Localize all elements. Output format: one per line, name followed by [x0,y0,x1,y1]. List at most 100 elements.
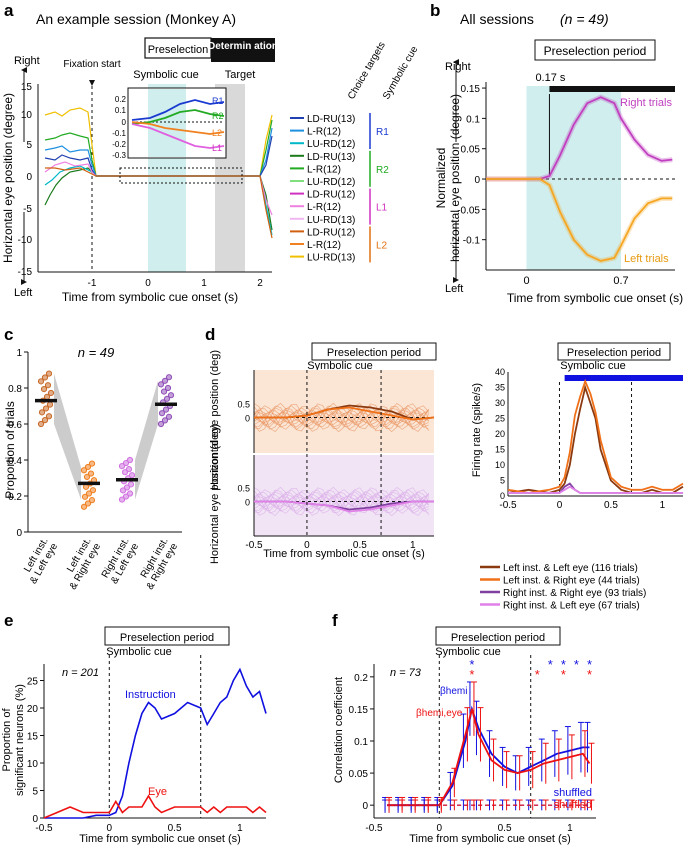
panel-d-rate-line-3 [508,485,683,494]
panel-d-eye-trial-1-8 [253,489,429,514]
legend-a-label-1: L-R(12) [307,127,341,138]
zoom-box [119,167,243,184]
panel-e-ytick-5: 0 [32,814,38,825]
panel-f-beta-hemi: βhemi [440,686,467,697]
panel-f-n: n = 73 [390,667,422,679]
panel-b-latency-label: 0.17 s [535,72,565,84]
panel-f-ytick-2: 0.1 [354,737,368,748]
panel-d-rate-xtick-2: 0.5 [604,500,618,511]
panel-a-title: An example session (Monkey A) [36,11,236,27]
panel-f-period-box [435,626,561,646]
panel-d-eye-tick05-1: 0.5 [237,484,250,494]
panel-e-line-1 [43,794,267,819]
panel-c-ytick-2: 0.6 [8,420,22,431]
panel-d-eye-plots: 0 0.5 0 0.5 -0.5 0 0.5 1 [237,370,435,551]
group-label-0: R1 [376,127,389,138]
panel-d-rate-ylabel: Firing rate (spike/s) [471,383,483,477]
panel-f-period-label: Preselection period [451,632,545,644]
inset-cue-band [148,89,186,157]
y-tick-m5: -5 [23,204,32,215]
panel-a-y-ticks: 15 10 5 0 -5 -10 -15 [18,82,33,278]
panel-f-plot: 0.20.150.10.050-0.5 0 0.5 1** ** *** **βhemiβh… [349,655,596,834]
panel-c-dot-2-13 [126,456,134,464]
panel-a-groups: R1 R2 L1 L2 [369,113,389,263]
panel-d-rate-line-1 [507,378,684,494]
fixation-marker [89,80,95,86]
panel-e-period-box [104,626,230,646]
panel-f-beta-hemi-eye: βhemi,eye [416,708,463,719]
panel-b-period-label: Preselection period [544,44,647,58]
panel-c-ytick-3: 0.4 [8,456,22,467]
trace-ld-ru-l2 [45,167,273,239]
panel-a-traces [44,107,273,239]
panel-f-xlabel: Time from symbolic cue onset (s) [409,833,571,845]
panel-a-xlabel: Time from symbolic cue onset (s) [62,290,238,304]
panel-f-xtick-1: 0 [437,823,443,834]
inset-tick-0.1: 0.1 [115,106,127,115]
determination-label: Determin ation [208,41,278,52]
panel-d-eye-trial-0-13 [253,405,430,430]
legend-a-label-2: LU-RD(12) [307,139,355,150]
panel-d-rate-ytick-6: 10 [495,460,505,470]
panel-d-rate-xtick-3: 1 [660,500,666,511]
panel-c-n: n = 49 [78,345,115,360]
panel-e-ytick-0: 25 [27,677,39,688]
panel-e-xtick-3: 1 [237,823,243,834]
panel-b-ytick-3: 0 [474,175,480,186]
panel-d-period-box [311,342,437,361]
panel-e-instruction-label: Instruction [125,689,176,701]
panel-c-dot-1-5 [89,487,97,494]
panel-e-xlabel: Time from symbolic cue onset (s) [79,833,241,845]
panel-c-connector-left [54,373,81,500]
inset-l1 [131,123,225,149]
panel-a-letter: a [4,1,14,20]
panel-c-dot-2-12 [122,459,130,467]
panel-d-period-label: Preselection period [327,347,421,359]
panel-c-dot-0-13 [45,370,53,377]
panel-a-right: Right [14,55,40,67]
panel-c-dot-0-1 [41,417,49,424]
panel-c-dot-0-10 [44,382,52,389]
panel-b-ytick-0: 0.15 [461,84,481,95]
panel-d-eye-xtick-2: 0.5 [353,540,367,551]
panel-d-rate-xtick-1: 0 [557,500,563,511]
y-tick-15: 15 [21,82,33,93]
panel-d-rate-ytick-3: 25 [495,414,505,424]
panel-c-dot-1-1 [84,500,92,507]
y-tick-5: 5 [26,140,32,151]
panel-d-rate-ytick-1: 35 [495,383,505,393]
symbolic-cue-header: Symbolic cue [381,44,420,101]
panel-c-dot-1-2 [88,497,96,504]
trace-l-r-r2 [44,119,273,177]
panel-f-star-1: * [469,667,474,682]
panel-c-category-2: Right inst.& Left eye [100,536,142,586]
panel-d-letter: d [205,325,215,344]
panel-c-dot-0-5 [46,401,54,408]
panel-c-category-3: Right inst.& Right eye [135,536,180,592]
panel-c-dot-1-11 [80,467,88,474]
panel-e-ytick-1: 20 [27,704,39,715]
panel-d-eye-trial-1-9 [253,486,430,517]
panel-b-ylabel-1: Normalized [434,148,448,209]
panel-c-dot-3-11 [157,381,165,388]
panel-b-xtick-0: 0 [523,275,529,287]
panel-c-dot-1-10 [87,470,95,477]
panel-c-ytick-4: 0.2 [8,492,22,503]
panel-d-rate-ytick-2: 30 [495,398,505,408]
panel-c-dot-3-12 [161,377,169,384]
panel-c-dot-2-1 [122,493,130,500]
preselection-label: Preselection [148,44,209,56]
panel-e-xtick-2: 0.5 [168,823,182,834]
panel-d-legend: Left inst. & Left eye (116 trials) Left i… [480,563,646,612]
inset-r1 [131,99,225,121]
panel-c-dot-2-0 [118,496,126,503]
panel-d-rate-sig-bar [564,375,683,381]
panel-c-dot-3-7 [163,395,171,402]
panel-d-rate-line-0 [507,384,684,494]
panel-d-eye-trial-1-11 [253,493,429,510]
inset-tick-0: 0 [122,118,127,127]
legend-a-label-3: LD-RU(13) [307,152,355,163]
panel-b-ytick-5: -0.1 [463,236,481,247]
